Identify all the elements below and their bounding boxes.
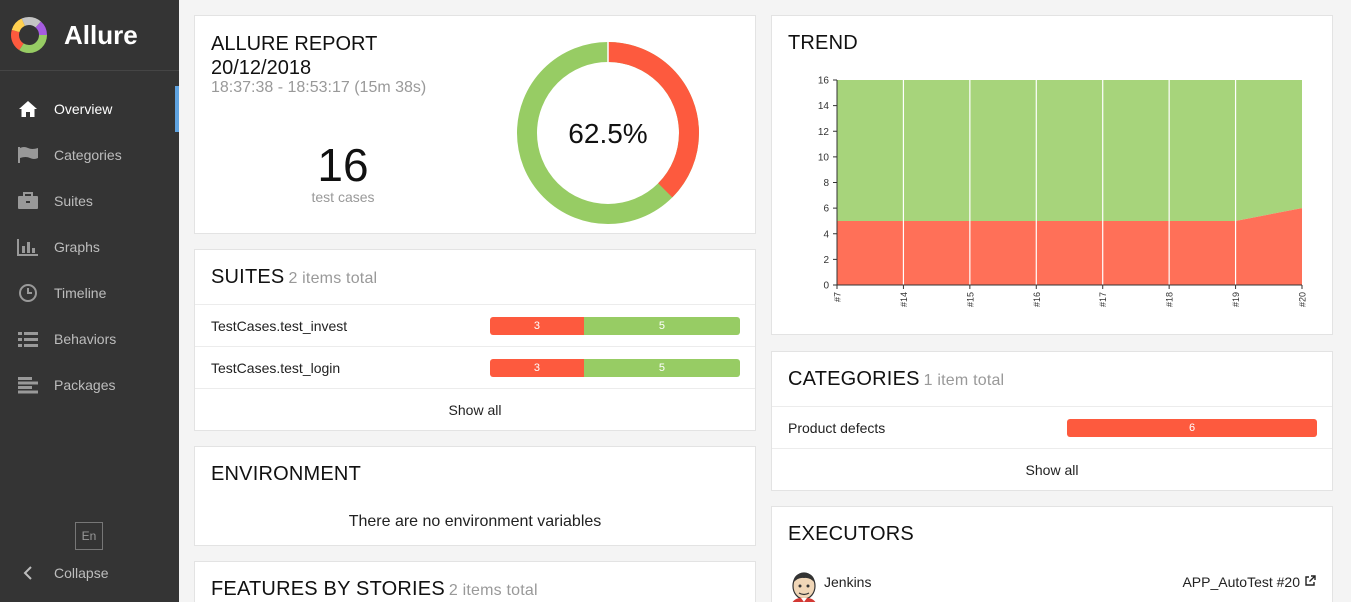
trend-chart[interactable]: 0 2 4 6 8 10 12 14 16 #7 #14 #15 #16 #17 #18 #19 #20 <box>772 16 1334 336</box>
report-date: 20/12/2018 <box>211 57 312 79</box>
failed-segment: 3 <box>490 358 584 377</box>
suites-show-all-link[interactable]: Show all <box>195 388 755 430</box>
trend-y-tick-label: 6 <box>823 204 829 215</box>
report-time-range: 18:37:38 - 18:53:17 (15m 38s) <box>211 79 427 96</box>
summary-widget: ALLURE REPORT 20/12/2018 18:37:38 - 18:5… <box>194 15 756 234</box>
home-icon <box>17 99 39 119</box>
trend-x-tick-label: #17 <box>1098 292 1108 307</box>
sidebar-item-suites[interactable]: Suites <box>0 178 179 224</box>
suites-title: SUITES 2 items total <box>211 266 377 289</box>
category-row[interactable]: Product defects 6 <box>772 406 1332 448</box>
report-title-line1: ALLURE REPORT <box>211 33 378 55</box>
suites-title-text: SUITES <box>211 266 285 288</box>
sidebar-item-packages[interactable]: Packages <box>0 362 179 408</box>
categories-widget: CATEGORIES 1 item total Product defects 6… <box>771 351 1333 491</box>
test-count-label: test cases <box>311 189 375 205</box>
trend-widget: TREND 0 2 4 6 8 10 12 14 16 #7 #14 #15 #16 #17 #18 #19 #… <box>771 15 1333 335</box>
suite-row[interactable]: TestCases.test_login 3 5 <box>195 346 755 388</box>
suite-name: TestCases.test_login <box>211 359 341 376</box>
sidebar-item-label: Packages <box>54 377 116 393</box>
trend-area-passed <box>837 80 1302 221</box>
trend-x-tick-label: #15 <box>965 292 975 307</box>
sidebar-item-label: Suites <box>54 193 93 209</box>
trend-y-tick-label: 4 <box>823 229 829 240</box>
trend-y-tick-label: 12 <box>818 127 830 138</box>
sidebar-item-label: Graphs <box>54 239 100 255</box>
trend-y-tick-label: 16 <box>818 76 830 87</box>
sidebar-item-label: Behaviors <box>54 331 117 347</box>
trend-y-tick-label: 10 <box>818 152 830 163</box>
external-link-icon[interactable] <box>1304 575 1316 587</box>
trend-x-tick-label: #14 <box>899 292 909 307</box>
features-count: 2 items total <box>448 582 538 599</box>
pass-percent: 62.5% <box>568 118 647 149</box>
passed-segment: 5 <box>583 316 740 335</box>
sidebar-item-categories[interactable]: Categories <box>0 132 179 178</box>
trend-x-tick-label: #16 <box>1032 292 1042 307</box>
sidebar-item-label: Overview <box>54 101 113 117</box>
sidebar-item-behaviors[interactable]: Behaviors <box>0 316 179 362</box>
sidebar-item-timeline[interactable]: Timeline <box>0 270 179 316</box>
passed-segment: 5 <box>583 358 740 377</box>
pass-rate-donut[interactable]: 62.5% <box>516 41 700 225</box>
trend-x-tick-label: #7 <box>833 292 843 302</box>
executor-row[interactable]: Jenkins APP_AutoTest #20 <box>788 571 1316 602</box>
categories-show-all-link[interactable]: Show all <box>772 448 1332 490</box>
categories-title-text: CATEGORIES <box>788 368 920 390</box>
clock-icon <box>17 283 39 303</box>
trend-y-tick-label: 2 <box>823 255 829 266</box>
briefcase-icon <box>17 191 39 211</box>
trend-x-tick-label: #20 <box>1298 292 1308 307</box>
brand-name: Allure <box>64 19 138 50</box>
collapse-label: Collapse <box>54 565 109 581</box>
suite-status-bar: 3 5 <box>490 358 740 377</box>
trend-area-failed <box>837 208 1302 285</box>
environment-empty-message: There are no environment variables <box>348 513 602 530</box>
sidebar-nav: Overview Categories Suites Graphs Timeli… <box>0 86 179 408</box>
trend-x-tick-label: #18 <box>1165 292 1175 307</box>
report-title: ALLURE REPORT 20/12/2018 <box>211 32 377 80</box>
trend-y-tick-label: 14 <box>818 101 830 112</box>
collapse-button[interactable]: Collapse <box>17 560 108 586</box>
test-count: 16 <box>317 139 369 191</box>
suite-name: TestCases.test_invest <box>211 317 348 334</box>
sidebar: Allure Overview Categories Suites Graphs <box>0 0 179 602</box>
categories-title: CATEGORIES 1 item total <box>788 368 1004 391</box>
sidebar-item-overview[interactable]: Overview <box>0 86 179 132</box>
executor-build-link[interactable]: APP_AutoTest #20 <box>1182 574 1300 590</box>
brand[interactable]: Allure <box>0 0 179 71</box>
environment-title: ENVIRONMENT <box>211 463 361 485</box>
allure-logo-icon <box>11 17 47 53</box>
suites-widget: SUITES 2 items total TestCases.test_inves… <box>194 249 756 431</box>
trend-y-tick-label: 8 <box>823 178 829 189</box>
features-title: FEATURES BY STORIES 2 items total <box>211 578 538 601</box>
bar-chart-icon <box>17 237 39 257</box>
suite-row[interactable]: TestCases.test_invest 3 5 <box>195 304 755 346</box>
executors-title: EXECUTORS <box>788 523 914 545</box>
align-left-icon <box>17 375 39 395</box>
trend-x-tick-label: #19 <box>1231 292 1241 307</box>
trend-y-tick-label: 0 <box>823 281 829 292</box>
suites-count: 2 items total <box>288 270 378 287</box>
flag-icon <box>17 145 39 165</box>
sidebar-item-label: Timeline <box>54 285 107 301</box>
failed-segment: 6 <box>1067 418 1317 437</box>
suite-status-bar: 3 5 <box>490 316 740 335</box>
categories-count: 1 item total <box>923 372 1005 389</box>
executor-name: Jenkins <box>824 574 872 590</box>
chevron-left-icon <box>17 566 39 580</box>
features-widget: FEATURES BY STORIES 2 items total <box>194 561 756 602</box>
sidebar-item-graphs[interactable]: Graphs <box>0 224 179 270</box>
failed-segment: 3 <box>490 316 584 335</box>
category-name: Product defects <box>788 419 886 436</box>
features-title-text: FEATURES BY STORIES <box>211 578 445 600</box>
list-icon <box>17 329 39 349</box>
executors-widget: EXECUTORS Jenkins APP_AutoTest #20 <box>771 506 1333 602</box>
language-selector[interactable]: En <box>75 522 103 550</box>
jenkins-avatar-icon <box>792 572 816 602</box>
environment-widget: ENVIRONMENT There are no environment var… <box>194 446 756 546</box>
trend-title: TREND <box>788 32 858 54</box>
sidebar-item-label: Categories <box>54 147 122 163</box>
category-status-bar: 6 <box>1067 418 1317 437</box>
